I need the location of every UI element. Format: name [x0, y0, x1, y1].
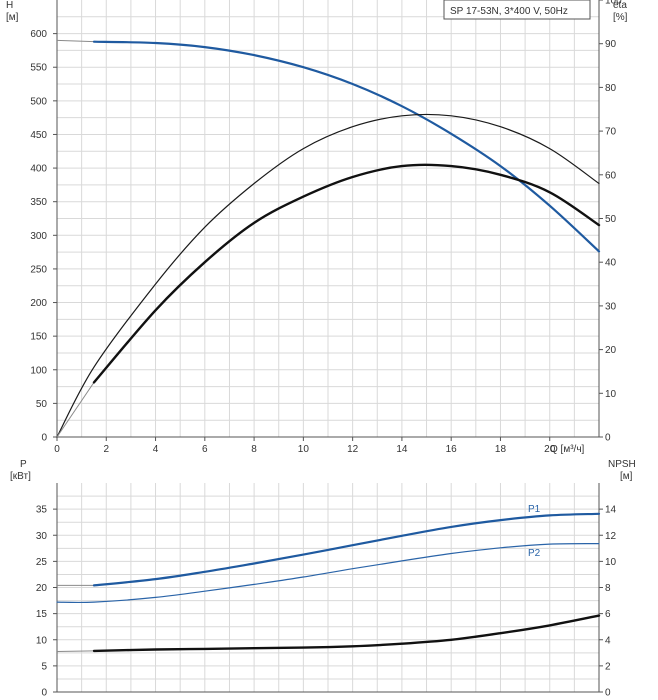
top-right-tick-label: 80	[605, 83, 617, 94]
top-left-tick-label: 550	[30, 63, 47, 74]
top-right-tick-labels: 0 10 20 30 40 50 60 70 80 90 100	[599, 0, 622, 444]
right-axis-unit-top: [%]	[613, 12, 628, 23]
top-right-tick-label: 0	[605, 433, 611, 444]
x-tick-label: 8	[251, 444, 257, 455]
x-tick-label: 4	[153, 444, 159, 455]
series-p1-line	[92, 512, 601, 587]
bottom-series	[56, 512, 601, 653]
series-eta_total-extension	[56, 382, 95, 438]
top-left-tick-label: 300	[30, 231, 47, 242]
bottom-left-tick-label: 20	[36, 583, 48, 594]
series-npsh-extension	[56, 650, 94, 653]
top-left-tick-label: 400	[30, 164, 47, 175]
right-axis-unit-bottom: [м]	[620, 471, 633, 482]
top-left-tick-label: 500	[30, 96, 47, 107]
top-right-tick-label: 20	[605, 345, 617, 356]
x-axis-title: Q [м³/ч]	[550, 444, 585, 455]
bottom-left-tick-label: 35	[36, 505, 48, 516]
right-axis-title-top: eta	[613, 0, 627, 11]
top-right-tick-label: 100	[605, 0, 622, 7]
top-left-tick-label: 350	[30, 197, 47, 208]
top-left-tick-labels: 0 50 100 150 200 250 300 350 400 450 500 550 600	[30, 29, 57, 444]
bottom-right-tick-label: 2	[605, 661, 611, 672]
top-left-tick-label: 600	[30, 29, 47, 40]
series-label-p1: P1	[528, 504, 541, 515]
x-tick-label: 16	[446, 444, 458, 455]
series-head-extension	[56, 39, 94, 43]
bottom-grid	[57, 483, 599, 692]
left-axis-unit-top: [м]	[6, 12, 19, 23]
series-p2-line	[56, 543, 600, 604]
bottom-left-tick-label: 25	[36, 557, 48, 568]
bottom-right-tick-label: 8	[605, 583, 611, 594]
x-tick-label: 10	[298, 444, 310, 455]
legend-box-text: SP 17-53N, 3*400 V, 50Hz	[450, 6, 568, 17]
top-left-tick-label: 450	[30, 130, 47, 141]
bottom-right-tick-label: 4	[605, 635, 611, 646]
top-right-tick-label: 10	[605, 389, 617, 400]
left-axis-unit-bottom: [кВт]	[10, 471, 31, 482]
x-tick-label: 0	[54, 444, 60, 455]
top-left-tick-label: 150	[30, 332, 47, 343]
series-eta_total-line	[92, 163, 601, 384]
top-right-tick-label: 60	[605, 170, 617, 181]
series-npsh-line	[92, 614, 601, 653]
top-series	[56, 39, 601, 438]
x-tick-label: 18	[495, 444, 507, 455]
right-axis-title-bottom: NPSH	[608, 459, 636, 470]
bottom-right-tick-label: 14	[605, 505, 617, 516]
top-left-tick-label: 50	[36, 399, 48, 410]
top-right-tick-label: 50	[605, 214, 617, 225]
bottom-right-tick-label: 12	[605, 531, 617, 542]
bottom-left-tick-label: 0	[41, 688, 47, 699]
top-grid	[57, 0, 599, 437]
top-right-tick-label: 70	[605, 127, 617, 138]
left-axis-title-bottom: P	[20, 459, 27, 470]
bottom-left-tick-label: 10	[36, 635, 48, 646]
top-right-tick-label: 40	[605, 258, 617, 269]
left-axis-title-top: H	[6, 0, 13, 11]
bottom-left-tick-labels: 0 5 10 15 20 25 30 35	[36, 505, 57, 699]
bottom-left-tick-label: 30	[36, 531, 48, 542]
x-tick-label: 2	[103, 444, 109, 455]
top-left-tick-label: 0	[41, 433, 47, 444]
bottom-right-tick-label: 10	[605, 557, 617, 568]
bottom-left-tick-label: 5	[41, 661, 47, 672]
top-left-tick-label: 100	[30, 365, 47, 376]
x-tick-label: 6	[202, 444, 208, 455]
series-eta-line	[56, 113, 600, 438]
top-left-tick-label: 250	[30, 264, 47, 275]
x-tick-labels: 0 2 4 6 8 10 12 14 16 18 20	[54, 437, 556, 455]
bottom-right-tick-label: 6	[605, 609, 611, 620]
x-tick-label: 20	[544, 444, 556, 455]
top-right-tick-label: 30	[605, 301, 617, 312]
legend-box: SP 17-53N, 3*400 V, 50Hz	[443, 0, 591, 20]
top-right-tick-label: 90	[605, 39, 617, 50]
x-tick-label: 12	[347, 444, 359, 455]
top-left-tick-label: 200	[30, 298, 47, 309]
bottom-left-tick-label: 15	[36, 609, 48, 620]
series-label-p2: P2	[528, 548, 541, 559]
x-tick-label: 14	[396, 444, 408, 455]
bottom-right-tick-labels: 0 2 4 6 8 10 12 14	[599, 505, 617, 699]
bottom-right-tick-label: 0	[605, 688, 611, 699]
